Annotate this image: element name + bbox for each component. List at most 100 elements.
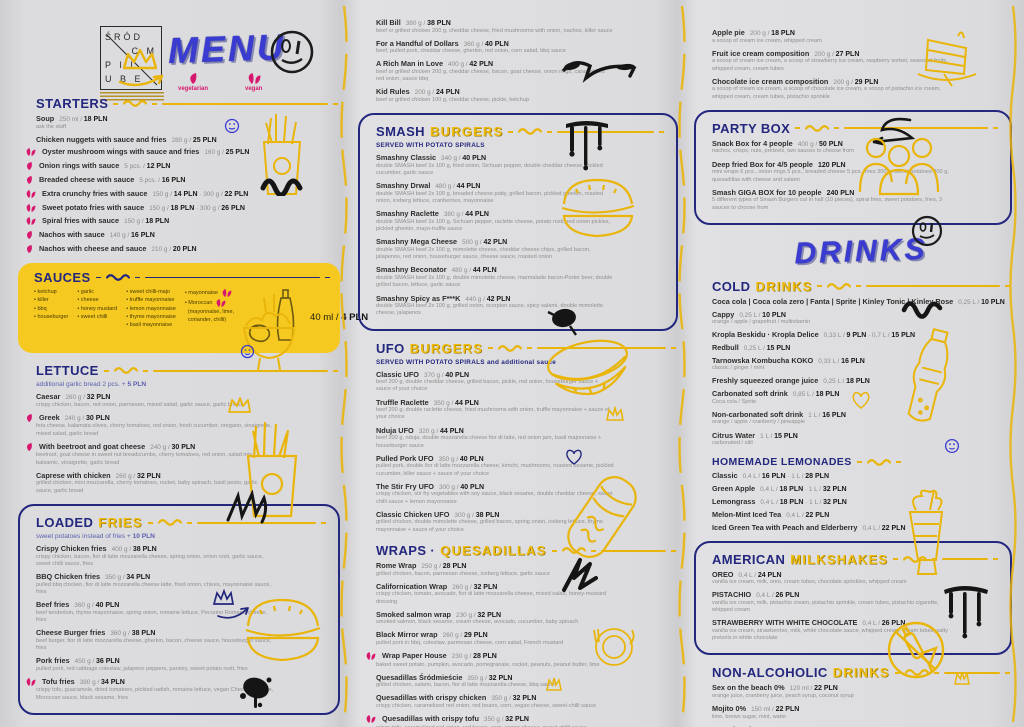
menu-item: BBQ Chicken fries 350 g / 34 PLN pulled bb…	[36, 572, 326, 596]
sauce-option: • bbq	[34, 305, 47, 312]
item-description: pulled pork, double fior di latte mozzar…	[376, 463, 614, 477]
vegetarian-leaf-icon	[26, 162, 32, 171]
item-name: Sex on the beach 0%	[712, 683, 785, 693]
section-sauces: SAUCES • ketchup • killer • bbq • houseburge…	[18, 263, 368, 354]
item-price: 250 ml / 18 PLN	[59, 116, 108, 123]
item-price: 500 g / 42 PLN	[462, 239, 508, 247]
item-name: Nduja UFO	[376, 425, 414, 435]
item-name: Non-carbonated soft drink	[712, 409, 804, 419]
item-description: Coca cola / Sprite	[712, 398, 757, 405]
vegetarian-leaf-icon	[26, 413, 32, 422]
item-description: pulled pork, red cabbage coleslaw, jalap…	[36, 665, 248, 672]
menu-item: Nachos with cheese and sauce 210 g / 20 P…	[26, 244, 338, 254]
section-header: NON-ALCOHOLIC DRINKS	[712, 665, 1010, 680]
item-name: Quesadillas with crispy tofu	[382, 714, 479, 724]
item-price: 280 g / 25 PLN	[171, 136, 217, 144]
item-description: baked sweet potato, pumpkin, avocado, po…	[376, 661, 600, 668]
section-title: STARTERS	[36, 96, 109, 111]
item-description: a scoop of cream ice cream, whipped crea…	[712, 37, 822, 44]
menu-item: Snack Box for 4 people 400 g / 50 PLN nach…	[712, 139, 998, 156]
item-price: 370 g / 40 PLN	[424, 371, 470, 379]
menu-item: Quesadillas with crispy tofu 350 g / 32 P…	[366, 714, 676, 727]
item-price: 1 L / 16 PLN	[808, 411, 846, 419]
menu-item: Smashny Drwal 480 g / 44 PLN double SMASH …	[376, 181, 664, 205]
menu-item: Lemongrass 0,4 L / 18 PLN · 1 L / 32 PLN	[712, 497, 1010, 506]
legend-vegetarian: vegetarian	[178, 72, 208, 92]
menu-item: Iced Green Tea with Peach and Elderberry…	[712, 523, 1010, 532]
menu-item: Green Apple 0,4 L / 18 PLN · 1 L / 32 PLN	[712, 484, 1010, 493]
vegetarian-leaf-icon	[26, 245, 32, 254]
item-price: 300 g / 40 PLN	[438, 483, 485, 491]
item-price: 1 L / 15 PLN	[760, 432, 798, 440]
section-homemade-lemonades: HOMEMADE LEMONADES Classic 0,4 L / 16 PLN …	[712, 456, 1010, 531]
menu-item: Citrus Water 1 L / 15 PLN carbonated / sti…	[712, 431, 1010, 448]
item-price: 360 g / 40 PLN	[463, 40, 509, 48]
item-description: double SMASH beef 2x 100 g, Sichuan pepp…	[376, 218, 611, 233]
item-name: Smashny Classic	[376, 153, 437, 163]
menu-item: Sex on the beach 0% 120 ml / 22 PLN orange…	[712, 683, 1010, 700]
item-price: 0,4 L / 22 PLN	[862, 524, 906, 532]
menu-column-right: Apple pie 200 g / 18 PLN a scoop of cream …	[694, 28, 1012, 727]
menu-item: Caprese with chicken 260 g / 32 PLN grille…	[36, 471, 338, 495]
item-description: double SMASH beef 2x 100 g, grilled onio…	[376, 303, 603, 317]
vegetarian-leaf-icon	[26, 231, 32, 240]
section-title-accent: DRINKS	[755, 278, 813, 294]
menu-item: Classic 0,4 L / 16 PLN · 1 L / 28 PLN	[712, 471, 1010, 480]
item-description: grilled chicken, salami, bacon, fior di …	[376, 682, 556, 689]
section-title-accent: FRIES	[98, 515, 143, 531]
item-price: 260 g / 29 PLN	[442, 632, 488, 640]
menu-column-middle: Kill Bill 380 g / 38 PLN beef or grilled c…	[358, 18, 678, 727]
item-price: 0,4 L / 18 PLN · 1 L / 32 PLN	[760, 499, 847, 507]
menu-item: Deep fried Box for 4/5 people 120 PLN mini…	[712, 160, 998, 184]
menu-item: Spiral fries with sauce 150 g / 18 PLN	[26, 216, 338, 226]
item-description: classic / ginger / mint	[712, 365, 765, 372]
item-description: vanilla ice cream, milk, oreo, cream tub…	[712, 579, 907, 586]
menu-item: Californication Wrap 260 g / 32 PLN crispy…	[376, 582, 676, 606]
sauce-option: • garlic	[77, 289, 94, 296]
item-price: 350 g / 40 PLN	[438, 455, 484, 463]
sauce-option: • ketchup	[34, 289, 57, 296]
item-price: 230 g / 32 PLN	[456, 611, 502, 619]
item-price: 450 g / 36 PLN	[74, 658, 120, 666]
menu-title: MENU	[167, 25, 287, 72]
item-name: Caesar	[36, 392, 61, 402]
item-description: pulled bbq chicken, fior di latte mozzar…	[36, 581, 272, 595]
item-price: 0,25 L / 10 PLN	[739, 311, 786, 319]
item-price: 240 g / 30 PLN	[64, 414, 110, 422]
item-price: 360 g / 38 PLN	[110, 630, 156, 638]
sauce-option: • killer	[34, 297, 49, 304]
vegan-leaves-icon	[366, 715, 376, 724]
item-name: Extra crunchy fries with sauce	[42, 188, 148, 198]
item-price: 480 g / 44 PLN	[451, 267, 497, 275]
item-description: double SMASH beef 2x 100 g, fried onion,…	[376, 162, 603, 177]
menu-item: The Stir Fry UFO 300 g / 40 PLN crispy chi…	[376, 482, 676, 506]
item-price: 380 g / 38 PLN	[405, 20, 451, 27]
menu-item: Tofu fries 380 g / 34 PLN crispy tofu, gua…	[26, 677, 326, 702]
vegan-leaves-icon	[26, 189, 36, 198]
section-smash-burgers: SMASH BURGERS SERVED WITH POTATO SPIRALS Sm…	[358, 113, 678, 331]
menu-item: Classic Chicken UFO 300 g / 38 PLN grilled…	[376, 510, 676, 534]
section-header: LETTUCE	[36, 363, 338, 378]
item-price: 0,4 L / 24 PLN	[738, 571, 782, 579]
item-description: smoked salmon, black sesame, cream chees…	[376, 619, 579, 626]
item-name: Pork fries	[36, 656, 70, 666]
item-price: 120 PLN	[817, 161, 846, 169]
item-description: orange / apple / cranberry / pineapple	[712, 419, 805, 426]
menu-item: Redbull 0,25 L / 15 PLN	[712, 343, 1010, 352]
item-description: nachos, crisps, nuts, pretzels, two sauc…	[712, 148, 854, 155]
item-description: ask the staff	[36, 123, 67, 130]
item-price: 300 g / 38 PLN	[454, 511, 500, 519]
item-description: crispy chicken, bacon, red onion, parmes…	[36, 401, 243, 408]
sauce-option: • basil mayonnaise	[126, 322, 173, 329]
item-name: Oyster mushroom wings with sauce and fri…	[42, 147, 200, 157]
item-price: 240 g / 30 PLN	[150, 443, 196, 451]
item-name: STRAWBERRY WITH WHITE CHOCOLATE	[712, 618, 858, 628]
item-name: Mojito 0%	[712, 704, 747, 714]
sauce-group: • mayonnaise • Moroccan (mayonnaise, lime…	[185, 288, 234, 325]
item-price: 350 g / 44 PLN	[433, 399, 479, 407]
sauce-option: • lemon mayonnaise	[126, 305, 176, 312]
item-price: 150 g / 14 PLN · 300 g / 22 PLN	[152, 190, 249, 198]
menu-item: Onion rings with sauce 5 pcs. / 12 PLN	[26, 161, 338, 171]
section-classic-burgers-cont: Kill Bill 380 g / 38 PLN beef or grilled c…	[376, 18, 676, 104]
vegan-leaves-icon	[26, 148, 36, 157]
